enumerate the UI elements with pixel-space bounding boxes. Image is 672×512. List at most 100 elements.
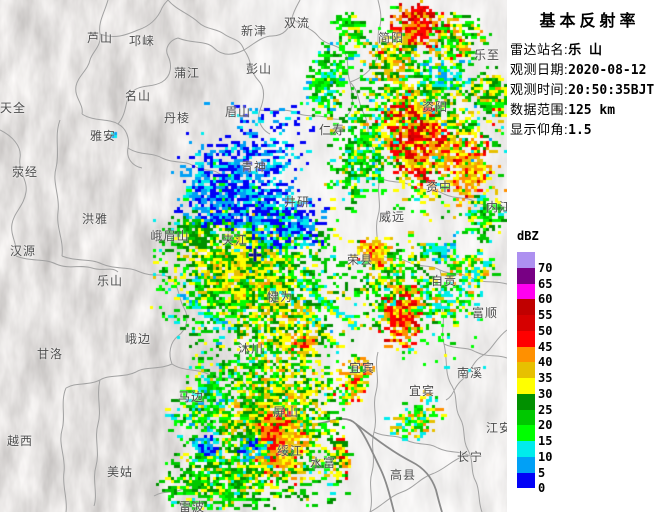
legend-entry: 70 bbox=[517, 252, 577, 275]
info-label: 显示仰角: bbox=[510, 122, 569, 137]
info-line: 雷达站名:乐 山 bbox=[510, 40, 672, 60]
info-line: 显示仰角:1.5 bbox=[510, 120, 672, 140]
legend-entry: 50 bbox=[517, 315, 577, 338]
info-value: 125 km bbox=[568, 103, 616, 118]
info-value: 2020-08-12 bbox=[568, 63, 647, 78]
legend-swatch bbox=[517, 283, 535, 300]
map-label: 简阳 bbox=[377, 31, 405, 45]
map-label: 自贡 bbox=[430, 274, 458, 288]
legend-swatch bbox=[517, 315, 535, 331]
info-value: 1.5 bbox=[568, 123, 592, 138]
legend-value: 10 bbox=[538, 449, 553, 464]
legend-value: 65 bbox=[538, 276, 553, 291]
legend-swatch bbox=[517, 267, 535, 284]
legend-entry: 45 bbox=[517, 330, 577, 354]
map-label: 宜宾 bbox=[408, 384, 436, 398]
map-label: 乐至 bbox=[473, 48, 501, 62]
legend-entry: 20 bbox=[517, 409, 577, 432]
map-label: 荣县 bbox=[346, 253, 374, 267]
map-label: 沐川 bbox=[237, 342, 265, 356]
legend-value: 50 bbox=[538, 323, 553, 338]
map-label: 南溪 bbox=[456, 366, 484, 380]
legend-swatch bbox=[517, 362, 535, 378]
map-label: 新津 bbox=[240, 24, 268, 38]
info-line: 观测时间:20:50:35BJT bbox=[510, 80, 672, 100]
map-label: 仁寿 bbox=[318, 123, 346, 137]
map-label: 长宁 bbox=[456, 450, 484, 464]
map-label: 甘洛 bbox=[36, 347, 64, 361]
map-label: 江安 bbox=[485, 421, 507, 435]
legend-entry: 5 bbox=[517, 456, 577, 480]
radar-map: 芦山 邛崃 新津 双流 简阳 乐至 彭山 蒲江 名山 眉山 天全 丹棱 雅安 仁寿 资阳 荥经 青神 资中 井研 内江… bbox=[0, 0, 507, 512]
map-label: 内江 bbox=[485, 200, 507, 214]
map-label: 雷波 bbox=[178, 500, 206, 512]
map-label: 荥经 bbox=[11, 165, 39, 179]
info-panel: 基本反射率 雷达站名:乐 山观测日期:2020-08-12 观测时间:20:50:… bbox=[507, 0, 672, 512]
legend-value: 15 bbox=[538, 434, 553, 448]
legend-entry: 15 bbox=[517, 425, 577, 448]
map-label: 丹棱 bbox=[163, 111, 191, 125]
map-label: 井研 bbox=[283, 195, 311, 209]
legend-unit-label: dBZ bbox=[517, 229, 539, 243]
legend-value: 30 bbox=[538, 386, 553, 401]
map-label: 高县 bbox=[389, 468, 417, 482]
legend-entry: 35 bbox=[517, 362, 577, 385]
map-label: 犍为 bbox=[266, 290, 294, 304]
dbz-legend: dBZ 70 65 60 55 50 45 40 35 30 25 20 15 10 5 0 bbox=[517, 229, 577, 495]
map-label: 水富 bbox=[309, 456, 337, 470]
map-label: 屏山 bbox=[272, 405, 300, 419]
info-value: 20:50:35BJT bbox=[568, 83, 655, 98]
legend-entry: 40 bbox=[517, 346, 577, 369]
radar-station-marker bbox=[248, 248, 262, 262]
map-label: 夹江 bbox=[221, 233, 249, 247]
map-label: 眉山 bbox=[224, 105, 252, 119]
info-label: 观测日期: bbox=[510, 62, 569, 77]
legend-swatch bbox=[517, 409, 535, 426]
map-label: 彭山 bbox=[245, 62, 273, 76]
map-label: 名山 bbox=[124, 89, 152, 103]
legend-value: 45 bbox=[538, 339, 553, 354]
map-label: 马边 bbox=[177, 390, 205, 404]
map-label: 威远 bbox=[378, 210, 406, 224]
panel-title: 基本反射率 bbox=[539, 13, 640, 30]
legend-swatch bbox=[517, 456, 535, 473]
map-label: 芦山 bbox=[86, 31, 114, 45]
map-label: 绥江 bbox=[276, 444, 304, 458]
legend-entry: 60 bbox=[517, 283, 577, 306]
legend-entry: 25 bbox=[517, 393, 577, 417]
map-label: 富顺 bbox=[471, 306, 499, 320]
legend-value: 60 bbox=[538, 292, 553, 307]
map-label: 资阳 bbox=[421, 100, 449, 114]
map-label: 乐山 bbox=[96, 274, 124, 288]
map-label: 越西 bbox=[6, 434, 34, 448]
map-label: 峨边 bbox=[124, 332, 152, 346]
legend-value: 35 bbox=[538, 371, 553, 385]
legend-value: 0 bbox=[538, 481, 546, 496]
map-label: 邛崃 bbox=[128, 34, 156, 48]
map-label: 洪雅 bbox=[81, 212, 109, 226]
legend-value: 20 bbox=[538, 418, 553, 433]
map-label: 雅安 bbox=[89, 129, 117, 143]
info-label: 数据范围: bbox=[510, 102, 569, 117]
map-label: 宜宾 bbox=[348, 361, 376, 375]
legend-swatch bbox=[517, 378, 535, 394]
info-line: 观测日期:2020-08-12 bbox=[510, 60, 672, 80]
legend-entry: 55 bbox=[517, 299, 577, 322]
legend-value: 5 bbox=[538, 465, 546, 480]
map-label: 双流 bbox=[283, 16, 311, 30]
radar-info-block: 雷达站名:乐 山观测日期:2020-08-12 观测时间:20:50:35BJT 数… bbox=[510, 40, 672, 140]
legend-value: 55 bbox=[538, 308, 553, 322]
legend-value: 40 bbox=[538, 355, 553, 370]
legend-entry: 65 bbox=[517, 267, 577, 291]
info-label: 雷达站名: bbox=[510, 42, 569, 57]
info-line: 数据范围:125 km bbox=[510, 100, 672, 120]
legend-swatch bbox=[517, 472, 535, 489]
legend-swatch bbox=[517, 299, 535, 315]
legend-swatch bbox=[517, 425, 535, 441]
legend-entry: 30 bbox=[517, 378, 577, 401]
legend-swatch bbox=[517, 393, 535, 410]
map-label: 蒲江 bbox=[173, 66, 201, 80]
map-label: 峨眉山 bbox=[150, 229, 190, 243]
map-label: 青神 bbox=[240, 160, 268, 174]
